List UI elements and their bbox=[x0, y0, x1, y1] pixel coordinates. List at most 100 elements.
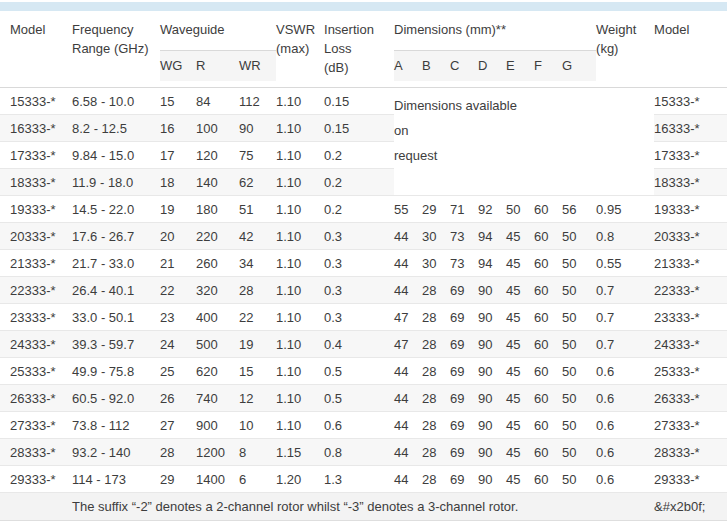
cell-wr: 90 bbox=[239, 115, 276, 142]
cell-frequency-range: 73.8 - 112 bbox=[72, 412, 160, 439]
cell-dim-e: 45 bbox=[506, 250, 534, 277]
cell-model: 28333-* bbox=[0, 439, 72, 466]
cell-dim-e: 45 bbox=[506, 331, 534, 358]
column-header-dim-e: E bbox=[506, 51, 534, 88]
cell-dim-b: 28 bbox=[422, 466, 450, 493]
cell-dim-a: 47 bbox=[394, 331, 422, 358]
cell-dim-e: 45 bbox=[506, 358, 534, 385]
cell-dim-d: 90 bbox=[478, 304, 506, 331]
cell-wg: 17 bbox=[160, 142, 196, 169]
cell-dim-b: 28 bbox=[422, 439, 450, 466]
cell-dim-f: 60 bbox=[534, 439, 562, 466]
cell-insertion-loss: 1.3 bbox=[324, 466, 394, 493]
cell-frequency-range: 60.5 - 92.0 bbox=[72, 385, 160, 412]
cell-dim-c: 73 bbox=[450, 250, 478, 277]
cell-dim-f: 60 bbox=[534, 304, 562, 331]
cell-wr: 12 bbox=[239, 385, 276, 412]
cell-dim-g: 50 bbox=[562, 223, 596, 250]
column-header-wg: WG bbox=[160, 51, 196, 88]
column-header-r: R bbox=[196, 51, 239, 88]
cell-frequency-range: 11.9 - 18.0 bbox=[72, 169, 160, 196]
cell-dim-c: 69 bbox=[450, 439, 478, 466]
cell-frequency-range: 17.6 - 26.7 bbox=[72, 223, 160, 250]
cell-weight: 0.7 bbox=[596, 277, 654, 304]
cell-insertion-loss: 0.3 bbox=[324, 250, 394, 277]
column-header-vswr: VSWR (max) bbox=[276, 11, 324, 88]
cell-model-right: 15333-* bbox=[654, 88, 727, 115]
column-header-wr: WR bbox=[239, 51, 276, 88]
table-row: 24333-*39.3 - 59.724500191.100.447286990… bbox=[0, 331, 727, 358]
cell-r: 900 bbox=[196, 412, 239, 439]
cell-frequency-range: 14.5 - 22.0 bbox=[72, 196, 160, 223]
cell-weight: 0.6 bbox=[596, 466, 654, 493]
cell-weight: 0.7 bbox=[596, 331, 654, 358]
cell-dim-e: 50 bbox=[506, 196, 534, 223]
cell-wg: 20 bbox=[160, 223, 196, 250]
cell-r: 740 bbox=[196, 385, 239, 412]
cell-dim-b: 30 bbox=[422, 250, 450, 277]
column-header-frequency-range: Frequency Range (GHz) bbox=[72, 11, 160, 88]
cell-dim-g: 50 bbox=[562, 385, 596, 412]
cell-r: 220 bbox=[196, 223, 239, 250]
table-row: 19333-*14.5 - 22.019180511.100.255297192… bbox=[0, 196, 727, 223]
cell-dim-c: 73 bbox=[450, 223, 478, 250]
cell-wg: 21 bbox=[160, 250, 196, 277]
cell-dim-a: 44 bbox=[394, 277, 422, 304]
cell-dim-f: 60 bbox=[534, 412, 562, 439]
cell-dimensions-available-note: Dimensions available on request bbox=[394, 88, 654, 196]
column-header-dim-f: F bbox=[534, 51, 562, 88]
cell-dim-g: 50 bbox=[562, 412, 596, 439]
footer-symbol-cell: &#x2b0f; bbox=[654, 493, 727, 521]
cell-insertion-loss: 0.5 bbox=[324, 385, 394, 412]
cell-wr: 22 bbox=[239, 304, 276, 331]
table-row: 28333-*93.2 - 14028120081.150.8442869904… bbox=[0, 439, 727, 466]
cell-frequency-range: 49.9 - 75.8 bbox=[72, 358, 160, 385]
cell-model-right: 18333-* bbox=[654, 169, 727, 196]
cell-dim-b: 30 bbox=[422, 223, 450, 250]
cell-insertion-loss: 0.2 bbox=[324, 169, 394, 196]
cell-wr: 15 bbox=[239, 358, 276, 385]
cell-model: 15333-* bbox=[0, 88, 72, 115]
cell-insertion-loss: 0.4 bbox=[324, 331, 394, 358]
cell-dim-d: 90 bbox=[478, 412, 506, 439]
cell-dim-b: 28 bbox=[422, 358, 450, 385]
cell-model-right: 16333-* bbox=[654, 115, 727, 142]
column-group-waveguide: Waveguide bbox=[160, 11, 276, 51]
cell-frequency-range: 93.2 - 140 bbox=[72, 439, 160, 466]
cell-insertion-loss: 0.3 bbox=[324, 304, 394, 331]
cell-wr: 62 bbox=[239, 169, 276, 196]
cell-model-right: 28333-* bbox=[654, 439, 727, 466]
cell-dim-f: 60 bbox=[534, 277, 562, 304]
cell-wr: 51 bbox=[239, 196, 276, 223]
cell-wg: 24 bbox=[160, 331, 196, 358]
cell-model: 16333-* bbox=[0, 115, 72, 142]
cell-dim-g: 50 bbox=[562, 331, 596, 358]
cell-dim-f: 60 bbox=[534, 466, 562, 493]
cell-wg: 18 bbox=[160, 169, 196, 196]
cell-model: 29333-* bbox=[0, 466, 72, 493]
cell-dim-d: 90 bbox=[478, 439, 506, 466]
cell-dim-c: 69 bbox=[450, 331, 478, 358]
cell-wg: 15 bbox=[160, 88, 196, 115]
cell-model-right: 24333-* bbox=[654, 331, 727, 358]
cell-model-right: 19333-* bbox=[654, 196, 727, 223]
table-footer-row: The suffix “-2” denotes a 2-channel roto… bbox=[0, 493, 727, 521]
cell-dim-d: 92 bbox=[478, 196, 506, 223]
column-header-dim-a: A bbox=[394, 51, 422, 88]
cell-model: 26333-* bbox=[0, 385, 72, 412]
table-row: 26333-*60.5 - 92.026740121.100.544286990… bbox=[0, 385, 727, 412]
column-group-dimensions: Dimensions (mm)** bbox=[394, 11, 596, 51]
cell-vswr: 1.10 bbox=[276, 250, 324, 277]
cell-dim-g: 50 bbox=[562, 439, 596, 466]
top-accent-band bbox=[0, 2, 727, 11]
cell-dim-b: 28 bbox=[422, 412, 450, 439]
cell-frequency-range: 21.7 - 33.0 bbox=[72, 250, 160, 277]
cell-model: 18333-* bbox=[0, 169, 72, 196]
cell-wr: 34 bbox=[239, 250, 276, 277]
cell-insertion-loss: 0.2 bbox=[324, 142, 394, 169]
cell-dim-f: 60 bbox=[534, 250, 562, 277]
cell-vswr: 1.10 bbox=[276, 88, 324, 115]
cell-model: 20333-* bbox=[0, 223, 72, 250]
column-header-insertion-loss: Insertion Loss (dB) bbox=[324, 11, 394, 88]
cell-vswr: 1.10 bbox=[276, 304, 324, 331]
